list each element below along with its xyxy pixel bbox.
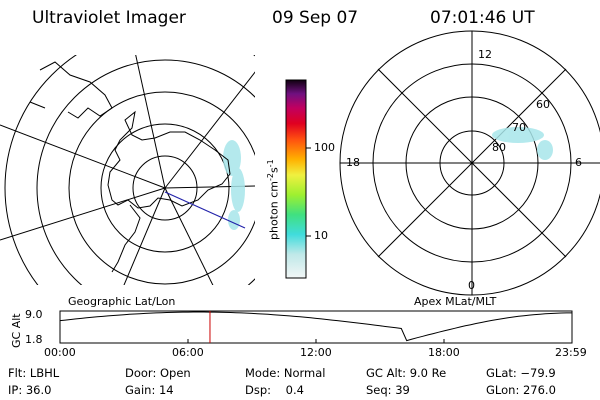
altitude-ytick-min: 1.8: [25, 333, 43, 346]
time-label: 07:01:46 UT: [430, 8, 535, 28]
info-door: Door: Open: [125, 366, 191, 380]
xtick-0000: 00:00: [44, 346, 76, 359]
mlt-label-12: 12: [478, 48, 492, 61]
colorbar-tick-100: 100: [314, 141, 335, 154]
mlt-label-6: 6: [575, 156, 582, 169]
info-glat: GLat: −79.9: [486, 366, 556, 380]
geo-panel-label: Geographic Lat/Lon: [68, 295, 176, 308]
apex-aurora-emission: [492, 127, 553, 160]
geographic-map: [0, 55, 255, 285]
satellite-track: [164, 191, 246, 229]
info-mode: Mode: Normal: [245, 366, 326, 380]
mlat-label-60: 60: [536, 98, 550, 111]
date-label: 09 Sep 07: [272, 8, 359, 28]
info-flt: Flt: LBHL: [8, 366, 60, 380]
mlt-label-18: 18: [346, 156, 360, 169]
colorbar-tick-10: 10: [314, 229, 328, 242]
mlat-label-70: 70: [512, 121, 526, 134]
xtick-1800: 18:00: [428, 346, 460, 359]
antarctica-coastline: [107, 110, 231, 209]
instrument-title: Ultraviolet Imager: [32, 8, 186, 28]
info-ip: IP: 36.0: [8, 383, 52, 397]
mlat-label-80: 80: [492, 141, 506, 154]
altitude-curve: [59, 311, 572, 342]
info-dsp: Dsp: 0.4: [245, 383, 304, 397]
info-glon: GLon: 276.0: [486, 383, 556, 397]
info-seq: Seq: 39: [366, 383, 410, 397]
altitude-ylabel: GC Alt: [10, 313, 23, 348]
info-gc-alt: GC Alt: 9.0 Re: [366, 366, 447, 380]
colorbar-unit-label: photon cm-2s-1: [266, 159, 281, 240]
apex-map: [339, 30, 600, 296]
altitude-ytick-max: 9.0: [25, 308, 43, 321]
xtick-1200: 12:00: [300, 346, 332, 359]
xtick-2359: 23:59: [555, 346, 587, 359]
apex-panel-label: Apex MLat/MLT: [414, 295, 497, 308]
mlt-label-0: 0: [468, 279, 475, 292]
altitude-plot-frame: [59, 310, 573, 344]
south-america-coastline: [39, 61, 113, 119]
aurora-emission: [223, 140, 245, 230]
xtick-0600: 06:00: [172, 346, 204, 359]
colorbar: [285, 79, 307, 279]
info-gain: Gain: 14: [125, 383, 174, 397]
